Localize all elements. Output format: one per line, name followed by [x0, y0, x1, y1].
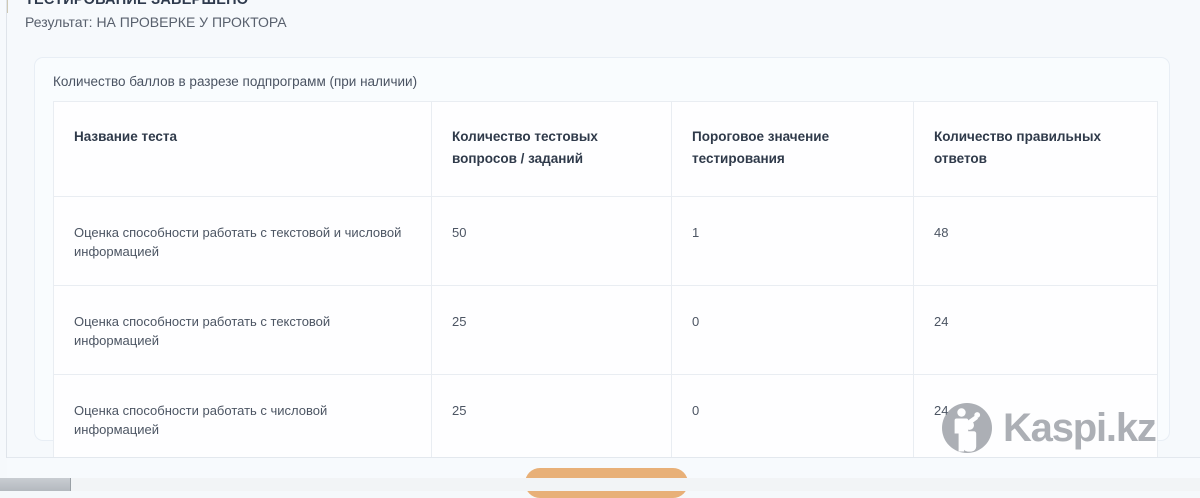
- column-header-line2: тестирования: [692, 151, 785, 166]
- cell-threshold: 0: [671, 374, 914, 464]
- status-header: ТЕСТИРОВАНИЕ ЗАВЕРШЕНО Результат: НА ПРО…: [25, 0, 925, 31]
- card-caption: Количество баллов в разрезе подпрограмм …: [53, 74, 418, 89]
- kaspi-logo-icon: [942, 403, 992, 453]
- column-header-threshold: Пороговое значение тестирования: [671, 101, 914, 197]
- scores-table: Название теста Количество тестовых вопро…: [53, 101, 1158, 464]
- cell-correct-answers: 48: [913, 196, 1158, 286]
- horizontal-scrollbar-thumb[interactable]: [0, 478, 71, 491]
- kaspi-watermark: Kaspi.kz: [941, 401, 1157, 455]
- table-row: Оценка способности работать с текстовой …: [53, 196, 1158, 286]
- column-header-test-name: Название теста: [53, 101, 432, 197]
- cell-test-name: Оценка способности работать с текстовой …: [53, 196, 432, 286]
- cell-question-count: 25: [431, 374, 672, 464]
- horizontal-scrollbar[interactable]: [0, 478, 1200, 491]
- kaspi-wordmark: Kaspi.kz: [1003, 406, 1157, 450]
- cell-correct-answers: 24: [913, 285, 1158, 375]
- score-breakdown-card: Количество баллов в разрезе подпрограмм …: [34, 57, 1170, 464]
- table-header-row: Название теста Количество тестовых вопро…: [53, 101, 1158, 197]
- cell-question-count: 50: [431, 196, 672, 286]
- column-header-line1: Количество тестовых: [452, 129, 598, 144]
- cell-threshold: 0: [671, 285, 914, 375]
- column-header-question-count: Количество тестовых вопросов / заданий: [431, 101, 672, 197]
- left-border-rule: [6, 0, 7, 458]
- cell-test-name: Оценка способности работать с числовой и…: [53, 374, 432, 464]
- column-header-line2: вопросов / заданий: [452, 151, 584, 166]
- column-header-line1: Количество правильных: [934, 129, 1102, 144]
- result-status-text: Результат: НА ПРОВЕРКЕ У ПРОКТОРА: [25, 14, 287, 30]
- cell-question-count: 25: [431, 285, 672, 375]
- column-header-line2: ответов: [934, 151, 987, 166]
- table-row: Оценка способности работать с текстовой …: [53, 285, 1158, 375]
- left-border-accent: [7, 0, 8, 13]
- cell-threshold: 1: [671, 196, 914, 286]
- table-row: Оценка способности работать с числовой и…: [53, 374, 1158, 464]
- column-header-line1: Пороговое значение: [692, 129, 830, 144]
- column-header-correct-answers: Количество правильных ответов: [913, 101, 1158, 197]
- cell-test-name: Оценка способности работать с текстовой …: [53, 285, 432, 375]
- column-header-line1: Название теста: [74, 129, 178, 144]
- page-title: ТЕСТИРОВАНИЕ ЗАВЕРШЕНО: [25, 0, 249, 8]
